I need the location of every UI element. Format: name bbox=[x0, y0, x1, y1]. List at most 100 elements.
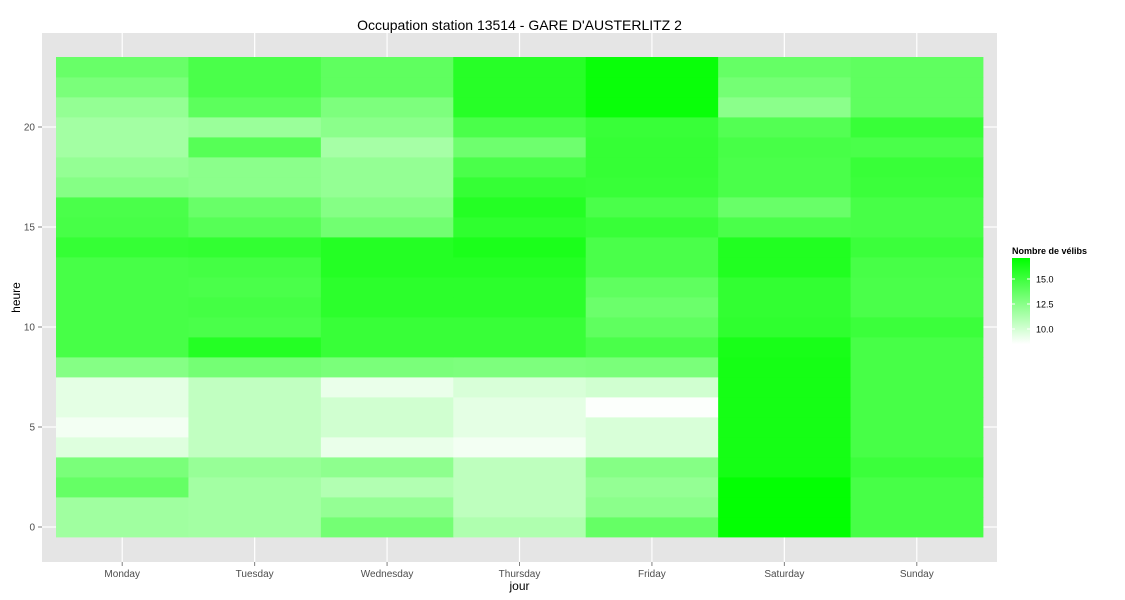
heatmap-cell bbox=[718, 177, 851, 198]
heatmap-cell bbox=[320, 137, 454, 158]
heatmap-cell bbox=[850, 297, 984, 318]
heatmap-cell bbox=[718, 477, 851, 498]
heatmap-cell bbox=[320, 337, 454, 358]
heatmap-cell bbox=[585, 297, 719, 318]
heatmap-cell bbox=[585, 337, 719, 358]
heatmap-cell bbox=[188, 277, 322, 298]
heatmap-cell bbox=[320, 377, 454, 398]
y-tick-label: 15 bbox=[24, 223, 36, 234]
heatmap-cell bbox=[188, 257, 322, 278]
heatmap-cell bbox=[718, 277, 851, 298]
heatmap-cell bbox=[56, 117, 189, 138]
heatmap-cell bbox=[718, 77, 851, 98]
heatmap-cell bbox=[718, 317, 851, 338]
heatmap-cell bbox=[585, 177, 719, 198]
heatmap-cell bbox=[56, 317, 189, 338]
heatmap-cell bbox=[585, 317, 719, 338]
heatmap-cell bbox=[320, 297, 454, 318]
heatmap-cell bbox=[56, 297, 189, 318]
heatmap-cell bbox=[453, 397, 587, 418]
heatmap-cell bbox=[320, 357, 454, 378]
heatmap-cell bbox=[453, 297, 587, 318]
y-tick-label: 5 bbox=[29, 423, 35, 434]
heatmap-cells bbox=[56, 57, 984, 538]
heatmap-cell bbox=[453, 237, 587, 258]
x-tick-label: Sunday bbox=[900, 569, 934, 580]
heatmap-cell bbox=[453, 157, 587, 178]
heatmap-cell bbox=[718, 117, 851, 138]
heatmap-cell bbox=[188, 77, 322, 98]
heatmap-cell bbox=[453, 117, 587, 138]
heatmap-cell bbox=[585, 457, 719, 478]
heatmap-cell bbox=[320, 517, 454, 538]
heatmap-cell bbox=[850, 317, 984, 338]
heatmap-cell bbox=[718, 197, 851, 218]
heatmap-cell bbox=[453, 217, 587, 238]
heatmap-cell bbox=[585, 397, 719, 418]
heatmap-cell bbox=[188, 197, 322, 218]
heatmap-cell bbox=[585, 437, 719, 458]
legend-ticks: 10.0 12.5 15.0 bbox=[1012, 275, 1054, 335]
heatmap-cell bbox=[585, 97, 719, 118]
heatmap-cell bbox=[850, 437, 984, 458]
heatmap-cell bbox=[850, 57, 984, 78]
heatmap-cell bbox=[320, 437, 454, 458]
legend-tick-label: 10.0 bbox=[1036, 325, 1054, 335]
heatmap-cell bbox=[850, 197, 984, 218]
heatmap-cell bbox=[56, 337, 189, 358]
heatmap-cell bbox=[320, 217, 454, 238]
heatmap-cell bbox=[320, 157, 454, 178]
heatmap-cell bbox=[56, 157, 189, 178]
heatmap-cell bbox=[453, 417, 587, 438]
heatmap-cell bbox=[453, 477, 587, 498]
x-tick-label: Monday bbox=[104, 569, 140, 580]
x-axis-ticks: Monday Tuesday Wednesday Thursday Friday Satu… bbox=[104, 562, 934, 580]
heatmap-cell bbox=[453, 197, 587, 218]
heatmap-cell bbox=[850, 97, 984, 118]
heatmap-cell bbox=[850, 137, 984, 158]
heatmap-cell bbox=[718, 137, 851, 158]
x-tick-label: Saturday bbox=[764, 569, 804, 580]
heatmap-cell bbox=[585, 237, 719, 258]
y-tick-label: 20 bbox=[24, 123, 36, 134]
heatmap-cell bbox=[585, 217, 719, 238]
heatmap-cell bbox=[850, 377, 984, 398]
legend-tick-label: 15.0 bbox=[1036, 275, 1054, 285]
heatmap-cell bbox=[320, 77, 454, 98]
heatmap-cell bbox=[320, 197, 454, 218]
x-axis-title: jour bbox=[508, 579, 529, 593]
heatmap-cell bbox=[585, 257, 719, 278]
heatmap-cell bbox=[453, 437, 587, 458]
heatmap-cell bbox=[453, 337, 587, 358]
heatmap-cell bbox=[188, 337, 322, 358]
heatmap-cell bbox=[188, 157, 322, 178]
heatmap-cell bbox=[585, 137, 719, 158]
heatmap-cell bbox=[850, 497, 984, 518]
heatmap-cell bbox=[188, 457, 322, 478]
heatmap-cell bbox=[850, 177, 984, 198]
heatmap-cell bbox=[56, 497, 189, 518]
heatmap-cell bbox=[453, 357, 587, 378]
heatmap-cell bbox=[320, 177, 454, 198]
heatmap-cell bbox=[188, 437, 322, 458]
heatmap-cell bbox=[585, 377, 719, 398]
heatmap-cell bbox=[585, 117, 719, 138]
heatmap-cell bbox=[56, 397, 189, 418]
chart-title: Occupation station 13514 - GARE D'AUSTER… bbox=[357, 17, 682, 33]
heatmap-cell bbox=[718, 397, 851, 418]
heatmap-cell bbox=[718, 257, 851, 278]
heatmap-cell bbox=[320, 57, 454, 78]
heatmap-cell bbox=[850, 77, 984, 98]
heatmap-cell bbox=[718, 57, 851, 78]
heatmap-cell bbox=[718, 457, 851, 478]
heatmap-cell bbox=[56, 277, 189, 298]
heatmap-cell bbox=[718, 497, 851, 518]
heatmap-cell bbox=[850, 397, 984, 418]
x-tick-label: Friday bbox=[638, 569, 666, 580]
heatmap-cell bbox=[188, 217, 322, 238]
heatmap-cell bbox=[453, 497, 587, 518]
heatmap-cell bbox=[718, 237, 851, 258]
legend-title: Nombre de vélibs bbox=[1012, 246, 1087, 256]
y-axis-title: heure bbox=[9, 282, 23, 313]
